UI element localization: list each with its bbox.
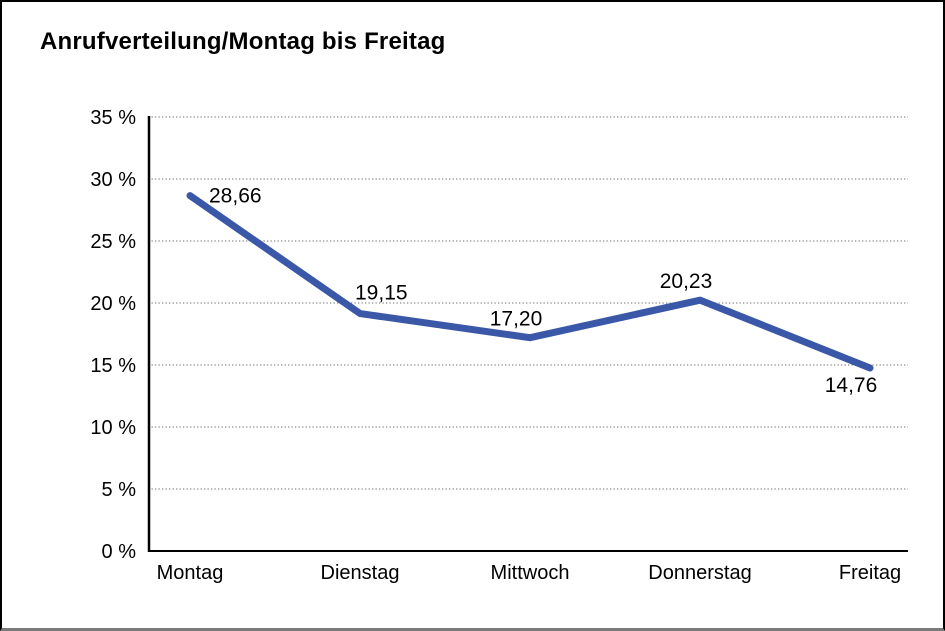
y-tick-label: 30 % [90, 169, 136, 191]
y-tick-label: 35 % [90, 107, 136, 129]
x-category-label: Donnerstag [648, 562, 751, 584]
x-category-label: Mittwoch [491, 562, 570, 584]
data-point-label: 28,66 [209, 185, 262, 208]
data-point-label: 17,20 [490, 308, 543, 331]
x-category-label: Montag [157, 562, 224, 584]
y-tick-label: 10 % [90, 417, 136, 439]
y-tick-label: 0 % [102, 541, 137, 563]
y-tick-label: 20 % [90, 293, 136, 315]
data-point-label: 14,76 [825, 374, 878, 397]
data-point-label: 20,23 [660, 270, 713, 293]
y-tick-label: 5 % [102, 479, 137, 501]
data-point-label: 19,15 [355, 282, 408, 305]
x-category-label: Freitag [839, 562, 901, 584]
y-tick-label: 25 % [90, 231, 136, 253]
chart-title: Anrufverteilung/Montag bis Freitag [40, 28, 446, 55]
y-tick-label: 15 % [90, 355, 136, 377]
data-series-line [186, 192, 874, 372]
x-category-label: Dienstag [321, 562, 400, 584]
